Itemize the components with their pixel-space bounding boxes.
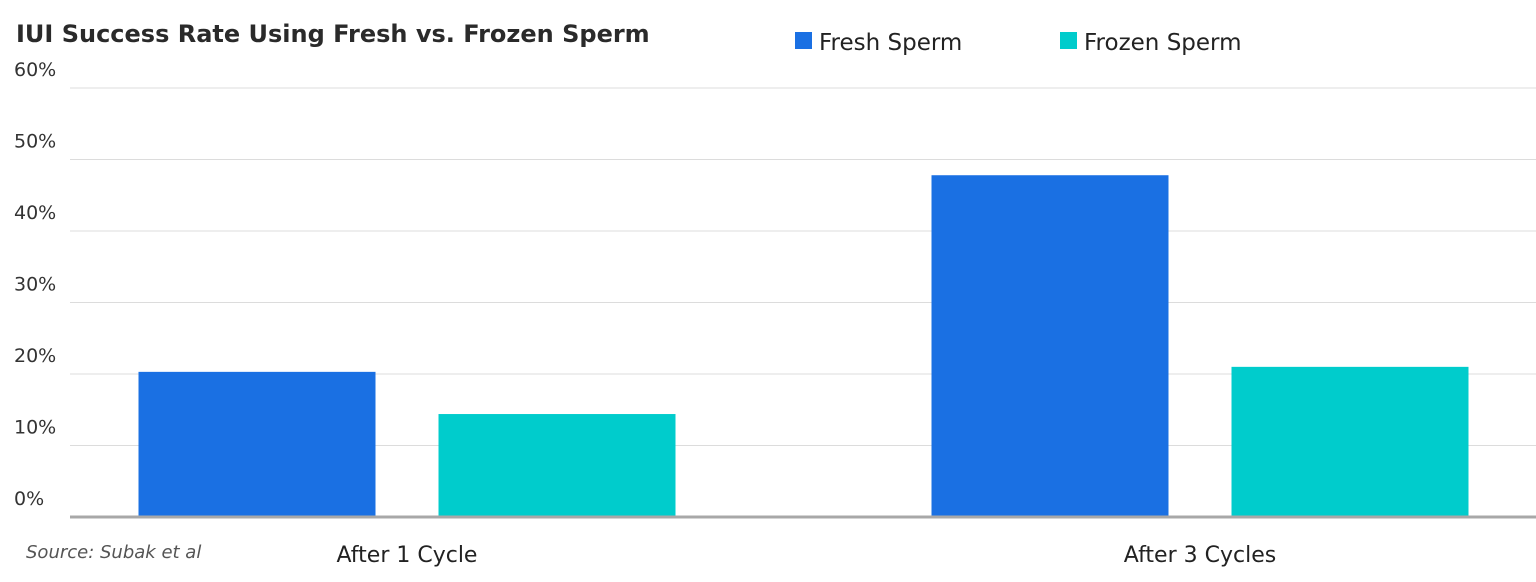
legend-swatch (1060, 32, 1077, 49)
legend-label: Frozen Sperm (1084, 30, 1242, 56)
bar (138, 371, 376, 517)
y-tick-label: 40% (14, 202, 56, 224)
y-tick-label: 30% (14, 274, 56, 296)
y-tick-label: 10% (14, 417, 56, 439)
y-tick-label: 20% (14, 345, 56, 367)
x-tick-label: After 1 Cycle (337, 543, 478, 568)
y-tick-label: 60% (14, 59, 56, 81)
bar (438, 414, 676, 517)
legend-swatch (795, 32, 812, 49)
bar (931, 175, 1169, 518)
bar (1231, 366, 1469, 517)
x-tick-label: After 3 Cycles (1124, 543, 1276, 568)
y-tick-label: 0% (14, 488, 44, 510)
legend-label: Fresh Sperm (819, 30, 962, 56)
source-note: Source: Subak et al (26, 542, 201, 563)
y-tick-label: 50% (14, 131, 56, 153)
chart-title: IUI Success Rate Using Fresh vs. Frozen … (16, 20, 650, 48)
